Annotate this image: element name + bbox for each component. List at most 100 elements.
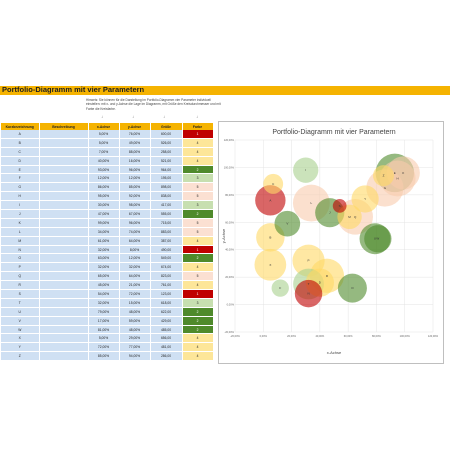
table-cell-y[interactable]: 29,00% bbox=[119, 333, 151, 344]
table-cell-x[interactable]: 34,00% bbox=[88, 227, 120, 237]
table-cell-size[interactable]: 417,00 bbox=[150, 200, 183, 211]
table-cell-y[interactable]: 77,00% bbox=[119, 342, 151, 353]
table-cell-y[interactable]: 94,00% bbox=[119, 351, 151, 362]
table-cell-size[interactable]: 555,00 bbox=[150, 209, 183, 219]
table-cell-x[interactable]: 63,00% bbox=[88, 253, 120, 264]
table-cell-size[interactable]: 715,00 bbox=[150, 218, 183, 228]
table-cell-desc[interactable] bbox=[39, 182, 89, 193]
table-cell-desc[interactable] bbox=[39, 298, 89, 308]
table-cell-desc[interactable] bbox=[39, 173, 89, 184]
table-cell-x[interactable]: 45,00% bbox=[88, 280, 120, 291]
table-cell-y[interactable]: 16,00% bbox=[119, 156, 151, 166]
table-cell-x[interactable]: 86,00% bbox=[88, 182, 120, 193]
table-cell-color[interactable]: 1 bbox=[182, 130, 214, 139]
table-cell-name[interactable]: B bbox=[1, 138, 40, 148]
table-cell-name[interactable]: R bbox=[1, 280, 40, 291]
table-cell-name[interactable]: Z bbox=[1, 351, 40, 362]
table-cell-name[interactable]: X bbox=[1, 333, 40, 344]
table-cell-y[interactable]: 74,00% bbox=[119, 227, 151, 237]
table-cell-y[interactable]: 12,00% bbox=[119, 253, 151, 264]
table-cell-size[interactable]: 195,00 bbox=[150, 173, 183, 184]
table-cell-desc[interactable] bbox=[39, 307, 89, 317]
table-cell-color[interactable]: 4 bbox=[182, 280, 214, 291]
table-cell-name[interactable]: V bbox=[1, 316, 40, 326]
table-cell-x[interactable]: 95,00% bbox=[88, 191, 120, 202]
table-cell-y[interactable]: 67,00% bbox=[119, 209, 151, 219]
table-cell-y[interactable]: 76,00% bbox=[119, 130, 151, 139]
table-cell-y[interactable]: 96,00% bbox=[119, 165, 151, 175]
table-cell-color[interactable]: 5 bbox=[182, 227, 214, 237]
table-cell-desc[interactable] bbox=[39, 342, 89, 353]
table-cell-y[interactable]: 12,00% bbox=[119, 173, 151, 184]
table-cell-size[interactable]: 549,00 bbox=[150, 253, 183, 264]
table-cell-x[interactable]: 12,00% bbox=[88, 173, 120, 184]
table-cell-color[interactable]: 2 bbox=[182, 307, 214, 317]
bubble-chart[interactable]: Portfolio-Diagramm mit vier Parametern -2… bbox=[218, 121, 444, 364]
table-cell-size[interactable]: 387,00 bbox=[150, 236, 183, 246]
table-cell-desc[interactable] bbox=[39, 209, 89, 219]
table-cell-desc[interactable] bbox=[39, 130, 89, 139]
table-cell-size[interactable]: 898,00 bbox=[150, 182, 183, 193]
table-cell-color[interactable]: 2 bbox=[182, 316, 214, 326]
table-cell-size[interactable]: 618,00 bbox=[150, 298, 183, 308]
table-cell-x[interactable]: 5,00% bbox=[88, 138, 120, 148]
table-cell-name[interactable]: W bbox=[1, 325, 40, 335]
table-cell-y[interactable]: 85,00% bbox=[119, 182, 151, 193]
table-cell-x[interactable]: 32,00% bbox=[88, 262, 120, 273]
table-cell-size[interactable]: 674,00 bbox=[150, 262, 183, 273]
table-cell-y[interactable]: 48,00% bbox=[119, 307, 151, 317]
table-cell-size[interactable]: 823,00 bbox=[150, 271, 183, 282]
table-cell-color[interactable]: 2 bbox=[182, 325, 214, 335]
table-cell-size[interactable]: 964,00 bbox=[150, 165, 183, 175]
table-cell-desc[interactable] bbox=[39, 289, 89, 299]
table-cell-x[interactable]: 79,00% bbox=[88, 307, 120, 317]
table-cell-desc[interactable] bbox=[39, 147, 89, 157]
table-cell-desc[interactable] bbox=[39, 156, 89, 166]
table-cell-x[interactable]: 5,00% bbox=[88, 333, 120, 344]
table-cell-size[interactable]: 123,00 bbox=[150, 289, 183, 299]
table-cell-size[interactable]: 761,00 bbox=[150, 280, 183, 291]
table-cell-x[interactable]: 65,00% bbox=[88, 271, 120, 282]
table-cell-color[interactable]: 4 bbox=[182, 333, 214, 344]
table-cell-desc[interactable] bbox=[39, 236, 89, 246]
table-cell-x[interactable]: 7,00% bbox=[88, 147, 120, 157]
table-cell-name[interactable]: D bbox=[1, 156, 40, 166]
table-cell-y[interactable]: 92,00% bbox=[119, 191, 151, 202]
table-cell-desc[interactable] bbox=[39, 138, 89, 148]
table-cell-color[interactable]: 1 bbox=[182, 289, 214, 299]
table-cell-size[interactable]: 429,00 bbox=[150, 316, 183, 326]
table-cell-y[interactable]: 49,00% bbox=[119, 138, 151, 148]
table-cell-x[interactable]: 85,00% bbox=[88, 351, 120, 362]
table-cell-desc[interactable] bbox=[39, 280, 89, 291]
table-cell-desc[interactable] bbox=[39, 245, 89, 255]
table-cell-desc[interactable] bbox=[39, 191, 89, 202]
table-cell-color[interactable]: 4 bbox=[182, 342, 214, 353]
table-cell-y[interactable]: 96,00% bbox=[119, 218, 151, 228]
table-cell-y[interactable]: 98,00% bbox=[119, 200, 151, 211]
table-cell-x[interactable]: 32,00% bbox=[88, 245, 120, 255]
table-cell-name[interactable]: T bbox=[1, 298, 40, 308]
table-cell-color[interactable]: 3 bbox=[182, 298, 214, 308]
table-cell-y[interactable]: 8,00% bbox=[119, 245, 151, 255]
table-cell-x[interactable]: 99,00% bbox=[88, 218, 120, 228]
table-cell-size[interactable]: 485,00 bbox=[150, 325, 183, 335]
table-cell-size[interactable]: 258,00 bbox=[150, 147, 183, 157]
table-cell-size[interactable]: 838,00 bbox=[150, 191, 183, 202]
table-cell-color[interactable]: 4 bbox=[182, 236, 214, 246]
table-cell-y[interactable]: 88,00% bbox=[119, 147, 151, 157]
table-cell-desc[interactable] bbox=[39, 271, 89, 282]
table-cell-size[interactable]: 481,00 bbox=[150, 342, 183, 353]
table-cell-color[interactable]: 5 bbox=[182, 182, 214, 193]
table-cell-name[interactable]: A bbox=[1, 130, 40, 139]
table-cell-name[interactable]: H bbox=[1, 191, 40, 202]
table-cell-x[interactable]: 17,00% bbox=[88, 316, 120, 326]
table-cell-size[interactable]: 521,00 bbox=[150, 156, 183, 166]
table-cell-x[interactable]: 47,00% bbox=[88, 209, 120, 219]
table-cell-desc[interactable] bbox=[39, 316, 89, 326]
table-cell-color[interactable]: 5 bbox=[182, 271, 214, 282]
table-cell-desc[interactable] bbox=[39, 227, 89, 237]
table-cell-name[interactable]: P bbox=[1, 262, 40, 273]
table-cell-color[interactable]: 4 bbox=[182, 156, 214, 166]
table-cell-x[interactable]: 32,00% bbox=[88, 298, 120, 308]
table-cell-name[interactable]: J bbox=[1, 209, 40, 219]
